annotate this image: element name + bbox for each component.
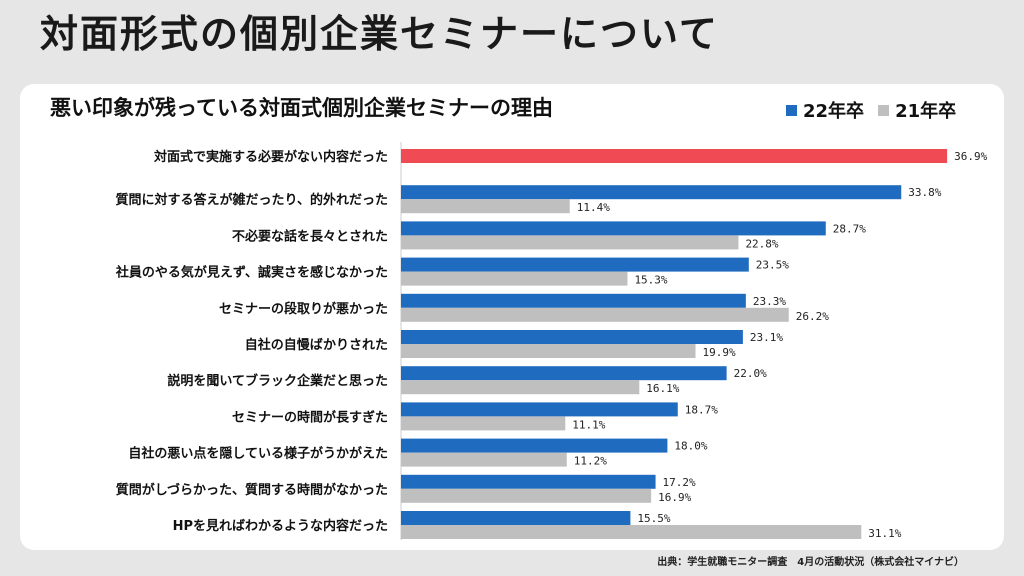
- bar-22: [401, 185, 902, 200]
- data-label-22: 22.0%: [734, 367, 767, 380]
- bar-21: [401, 199, 570, 214]
- data-label-22: 28.7%: [833, 222, 866, 235]
- category-label: 不必要な話を長々とされた: [232, 228, 388, 244]
- data-label-22: 23.1%: [750, 331, 783, 344]
- data-label-21: 11.2%: [574, 455, 607, 468]
- category-label: 社員のやる気が見えず、誠実さを感じなかった: [115, 265, 388, 281]
- data-label-22: 23.3%: [753, 295, 786, 308]
- bar-22: [401, 474, 656, 489]
- bar-21: [401, 416, 566, 431]
- data-label-21: 22.8%: [745, 237, 778, 250]
- data-label-21: 19.9%: [703, 346, 736, 359]
- category-label: 説明を聞いてブラック企業だと思った: [167, 373, 388, 389]
- legend-item-21: 21年卒: [878, 97, 956, 123]
- data-label-22: 18.7%: [685, 403, 718, 416]
- bar-21: [401, 525, 862, 539]
- data-label-22: 23.5%: [756, 259, 789, 272]
- data-label-21: 26.2%: [796, 310, 829, 323]
- bar-21: [401, 452, 567, 467]
- data-label-22: 17.2%: [663, 476, 696, 489]
- page-title: 対面形式の個別企業セミナーについて: [40, 12, 719, 56]
- category-label: セミナーの時間が長すぎた: [232, 409, 388, 425]
- source-note: 出典：学生就職モニター調査 4月の活動状況（株式会社マイナビ）: [657, 557, 964, 568]
- bar-22: [401, 330, 743, 344]
- data-label-21: 31.1%: [868, 527, 901, 540]
- category-label: 自社の自慢ばかりされた: [245, 337, 388, 353]
- category-label: HPを見ればわかるような内容だった: [173, 518, 388, 534]
- legend: 22年卒 21年卒: [786, 97, 956, 123]
- bar-22: [401, 402, 678, 417]
- bar-21: [401, 271, 628, 286]
- data-label-21: 15.3%: [634, 274, 667, 287]
- data-label-21: 11.4%: [577, 201, 610, 214]
- data-label-21: 16.1%: [646, 382, 679, 395]
- legend-item-22: 22年卒: [786, 97, 864, 123]
- chart-title: 悪い印象が残っている対面式個別企業セミナーの理由: [50, 96, 553, 120]
- category-label: 対面式で実施する必要がない内容だった: [153, 149, 388, 165]
- legend-swatch-22: [786, 104, 797, 116]
- bar-22: [401, 221, 826, 236]
- bar-22: [401, 438, 668, 453]
- bar-22: [401, 293, 746, 308]
- category-label: 質問がしづらかった、質問する時間がなかった: [116, 482, 388, 498]
- data-label-21: 11.1%: [572, 418, 605, 431]
- bar-22: [401, 366, 727, 381]
- bar-22: [401, 149, 948, 163]
- category-label: 質問に対する答えが雑だったり、的外れだった: [116, 192, 388, 208]
- bar-22: [401, 257, 749, 272]
- data-label-21: 16.9%: [658, 491, 691, 504]
- data-label-22: 15.5%: [637, 512, 670, 525]
- bar-21: [401, 307, 789, 322]
- bar-21: [401, 380, 640, 395]
- legend-label-22: 22年卒: [803, 101, 865, 122]
- data-label-22: 33.8%: [908, 186, 941, 199]
- legend-label-21: 21年卒: [895, 101, 957, 122]
- data-label-22: 18.0%: [674, 440, 707, 453]
- legend-swatch-21: [878, 104, 890, 116]
- bar-22: [401, 511, 631, 525]
- category-label: 自社の悪い点を隠している様子がうかがえた: [128, 446, 388, 462]
- bar-21: [401, 235, 739, 250]
- data-label-22: 36.9%: [954, 150, 987, 163]
- category-label: セミナーの段取りが悪かった: [219, 301, 388, 317]
- bar-21: [401, 488, 652, 503]
- bar-21: [401, 344, 696, 358]
